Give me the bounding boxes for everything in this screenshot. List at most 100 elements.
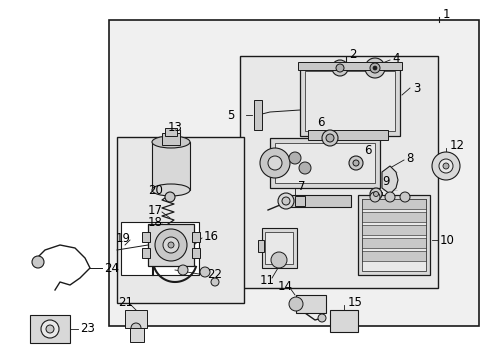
Text: 6: 6 bbox=[363, 144, 371, 157]
Circle shape bbox=[369, 63, 379, 73]
Text: 16: 16 bbox=[203, 230, 219, 243]
Bar bbox=[295, 295, 325, 313]
Bar bbox=[361, 238, 425, 248]
Circle shape bbox=[163, 237, 179, 253]
Circle shape bbox=[442, 163, 448, 169]
Circle shape bbox=[278, 193, 293, 209]
Circle shape bbox=[298, 162, 310, 174]
Text: 9: 9 bbox=[381, 175, 389, 188]
Circle shape bbox=[438, 159, 452, 173]
Text: 23: 23 bbox=[80, 323, 95, 336]
Bar bbox=[117, 137, 244, 303]
Polygon shape bbox=[381, 166, 397, 194]
Circle shape bbox=[352, 160, 358, 166]
Bar bbox=[264, 232, 292, 264]
Circle shape bbox=[46, 325, 54, 333]
Circle shape bbox=[210, 278, 219, 286]
Bar bbox=[30, 315, 70, 343]
Bar bbox=[34, 318, 66, 326]
Circle shape bbox=[41, 320, 59, 338]
Bar bbox=[307, 130, 387, 140]
Bar bbox=[34, 336, 66, 341]
Bar bbox=[299, 66, 399, 136]
Text: 1: 1 bbox=[442, 8, 449, 21]
Circle shape bbox=[369, 192, 379, 202]
Circle shape bbox=[384, 192, 394, 202]
Bar bbox=[130, 328, 143, 342]
Bar bbox=[329, 310, 357, 332]
Circle shape bbox=[364, 58, 384, 78]
Text: 13: 13 bbox=[168, 121, 183, 134]
Bar bbox=[361, 225, 425, 235]
Circle shape bbox=[372, 66, 376, 70]
Circle shape bbox=[348, 156, 362, 170]
Circle shape bbox=[270, 252, 286, 268]
Circle shape bbox=[155, 229, 186, 261]
Circle shape bbox=[267, 156, 282, 170]
Circle shape bbox=[317, 314, 325, 322]
Text: 7: 7 bbox=[297, 180, 305, 193]
Bar bbox=[253, 100, 262, 130]
Text: 14: 14 bbox=[278, 279, 292, 292]
Bar bbox=[162, 133, 180, 145]
Text: 4: 4 bbox=[391, 51, 399, 64]
Ellipse shape bbox=[152, 184, 190, 196]
Text: 11: 11 bbox=[260, 274, 274, 287]
Bar bbox=[369, 192, 381, 197]
Bar bbox=[240, 56, 437, 288]
Bar bbox=[192, 232, 200, 242]
Text: 15: 15 bbox=[347, 296, 362, 309]
Text: 6: 6 bbox=[316, 116, 324, 129]
Bar bbox=[152, 142, 190, 190]
Circle shape bbox=[431, 152, 459, 180]
Bar bbox=[274, 143, 374, 183]
Bar bbox=[285, 195, 350, 207]
Circle shape bbox=[131, 323, 141, 333]
Bar bbox=[305, 71, 394, 131]
Text: 8: 8 bbox=[405, 152, 412, 165]
Circle shape bbox=[335, 64, 343, 72]
Circle shape bbox=[260, 148, 289, 178]
Bar bbox=[121, 222, 199, 275]
Text: 3: 3 bbox=[412, 81, 420, 95]
Bar bbox=[142, 248, 150, 258]
Bar bbox=[258, 240, 264, 252]
Text: 22: 22 bbox=[206, 269, 222, 282]
Text: 21: 21 bbox=[118, 296, 133, 309]
Circle shape bbox=[399, 192, 409, 202]
Text: 18: 18 bbox=[148, 216, 163, 229]
Bar bbox=[109, 20, 478, 326]
Bar bbox=[361, 212, 425, 222]
Bar bbox=[361, 199, 425, 209]
Bar bbox=[148, 224, 194, 266]
Bar bbox=[262, 228, 296, 268]
Circle shape bbox=[168, 242, 174, 248]
Bar bbox=[297, 62, 401, 70]
Circle shape bbox=[32, 256, 44, 268]
Circle shape bbox=[325, 134, 333, 142]
Ellipse shape bbox=[152, 136, 190, 148]
Bar bbox=[357, 195, 429, 275]
Circle shape bbox=[200, 267, 209, 277]
Text: 17: 17 bbox=[148, 203, 163, 216]
Circle shape bbox=[321, 130, 337, 146]
Text: 19: 19 bbox=[116, 231, 131, 244]
Text: 5: 5 bbox=[226, 108, 234, 122]
Circle shape bbox=[288, 152, 301, 164]
Bar bbox=[142, 232, 150, 242]
Bar bbox=[125, 310, 147, 328]
Bar bbox=[361, 199, 425, 271]
Bar bbox=[332, 313, 354, 329]
Text: 20: 20 bbox=[148, 184, 163, 197]
Circle shape bbox=[164, 192, 175, 202]
Circle shape bbox=[373, 192, 378, 197]
Bar bbox=[269, 138, 379, 188]
Bar bbox=[192, 248, 200, 258]
Text: 10: 10 bbox=[439, 234, 454, 247]
Circle shape bbox=[331, 60, 347, 76]
Text: 2: 2 bbox=[348, 48, 356, 60]
Circle shape bbox=[178, 265, 187, 275]
Bar bbox=[164, 128, 177, 136]
Circle shape bbox=[282, 197, 289, 205]
Circle shape bbox=[369, 188, 381, 200]
